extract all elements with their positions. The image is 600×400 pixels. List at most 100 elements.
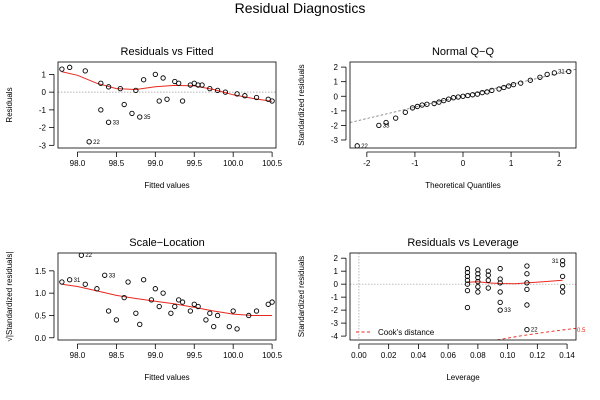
smoother-line [61, 71, 273, 102]
y-tick-label: 1 [334, 267, 339, 276]
y-tick-label: -3 [331, 136, 339, 145]
normal-qq-plot-area [350, 68, 576, 148]
x-tick-label: 100.5 [262, 351, 283, 360]
data-point [199, 82, 205, 88]
x-axis-label: Fitted values [144, 373, 189, 382]
data-point [253, 94, 260, 101]
data-point [402, 109, 408, 115]
y-tick-label: 2 [334, 63, 339, 72]
data-point [113, 317, 120, 323]
plot-frame [349, 252, 577, 341]
data-point [176, 297, 182, 303]
data-point [152, 71, 158, 78]
data-point [566, 68, 572, 75]
y-axis-label: √|Standardized residuals| [5, 252, 14, 342]
legend-label: Cook's distance [378, 328, 435, 337]
data-point [464, 269, 471, 276]
data-point [160, 290, 166, 296]
data-point [121, 294, 127, 301]
data-point [156, 98, 162, 104]
x-tick-label: 0.12 [530, 351, 546, 360]
data-point [497, 307, 503, 313]
data-point [230, 308, 236, 314]
x-tick-label: 99.5 [186, 351, 202, 360]
data-point [479, 89, 485, 96]
data-point [484, 89, 490, 95]
data-point [469, 92, 476, 98]
data-point [524, 286, 530, 293]
data-point [148, 297, 155, 303]
data-point [234, 91, 240, 97]
x-tick-label: -2 [363, 159, 371, 168]
point-annotation: 33 [383, 123, 390, 129]
residuals-vs-fitted-panel: Residuals vs Fitted 98.0 98.5 99.0 99.5 100.0… [5, 46, 283, 190]
panel-title: Scale−Location [129, 237, 205, 249]
y-tick-label: -1 [39, 106, 47, 115]
x-tick-label: 0.14 [559, 351, 575, 360]
x-tick-label: 100.5 [262, 159, 283, 168]
point-annotation: 22 [85, 253, 92, 259]
data-point [497, 265, 503, 272]
data-point [98, 80, 104, 86]
y-tick-label: -1 [331, 293, 339, 302]
y-tick-label: -1 [331, 107, 339, 116]
data-point [172, 303, 178, 310]
x-tick-label: 2 [557, 159, 562, 168]
data-point [140, 277, 147, 283]
x-tick-label: 99.0 [148, 159, 164, 168]
data-point [137, 321, 143, 328]
x-tick-label: 0.08 [470, 351, 486, 360]
data-point [121, 101, 127, 108]
y-axis-label: Standardized residuals [297, 64, 306, 145]
y-tick-label: 1 [42, 70, 47, 79]
point-annotation: 33 [113, 120, 120, 126]
plot-frame [349, 61, 577, 149]
point-annotation: 31 [74, 278, 81, 284]
x-tick-label: 100.0 [223, 351, 244, 360]
data-point [160, 75, 166, 81]
data-point [67, 64, 73, 70]
data-point [214, 87, 221, 94]
data-point [59, 66, 65, 72]
data-point [226, 323, 232, 330]
data-point [82, 281, 88, 287]
y-tick-label: -2 [331, 306, 339, 315]
residuals-vs-leverage-plot-area [350, 253, 576, 340]
data-point [265, 301, 271, 307]
x-tick-label: 0.00 [351, 351, 367, 360]
data-point [475, 275, 481, 281]
data-point [376, 122, 382, 129]
data-point [524, 302, 530, 308]
x-tick-label: 98.5 [109, 159, 125, 168]
data-point [133, 87, 139, 94]
y-tick-label: 1.0 [35, 289, 47, 298]
data-point [537, 74, 543, 80]
x-axis-label: Fitted values [144, 181, 189, 190]
data-point [524, 326, 530, 333]
data-point [105, 308, 112, 314]
data-point [527, 77, 533, 83]
data-point [544, 71, 550, 78]
data-point [222, 89, 229, 95]
x-tick-label: 100.0 [223, 159, 244, 168]
data-point [117, 85, 123, 92]
data-point [496, 86, 502, 92]
data-point [485, 285, 491, 291]
data-point [94, 286, 100, 292]
point-annotation: 33 [504, 308, 511, 314]
data-point [485, 277, 491, 283]
data-point [474, 91, 481, 97]
data-point [464, 288, 471, 294]
data-point [133, 310, 139, 316]
data-point [234, 326, 240, 332]
data-point [383, 119, 389, 126]
data-point [475, 278, 481, 285]
data-point [518, 80, 524, 86]
data-point [246, 312, 252, 319]
y-axis-label: Standardized residuals [297, 256, 306, 337]
y-tick-label: -2 [331, 121, 339, 130]
y-tick-label: 1 [334, 78, 339, 87]
data-point [485, 272, 491, 278]
data-point [187, 308, 194, 314]
